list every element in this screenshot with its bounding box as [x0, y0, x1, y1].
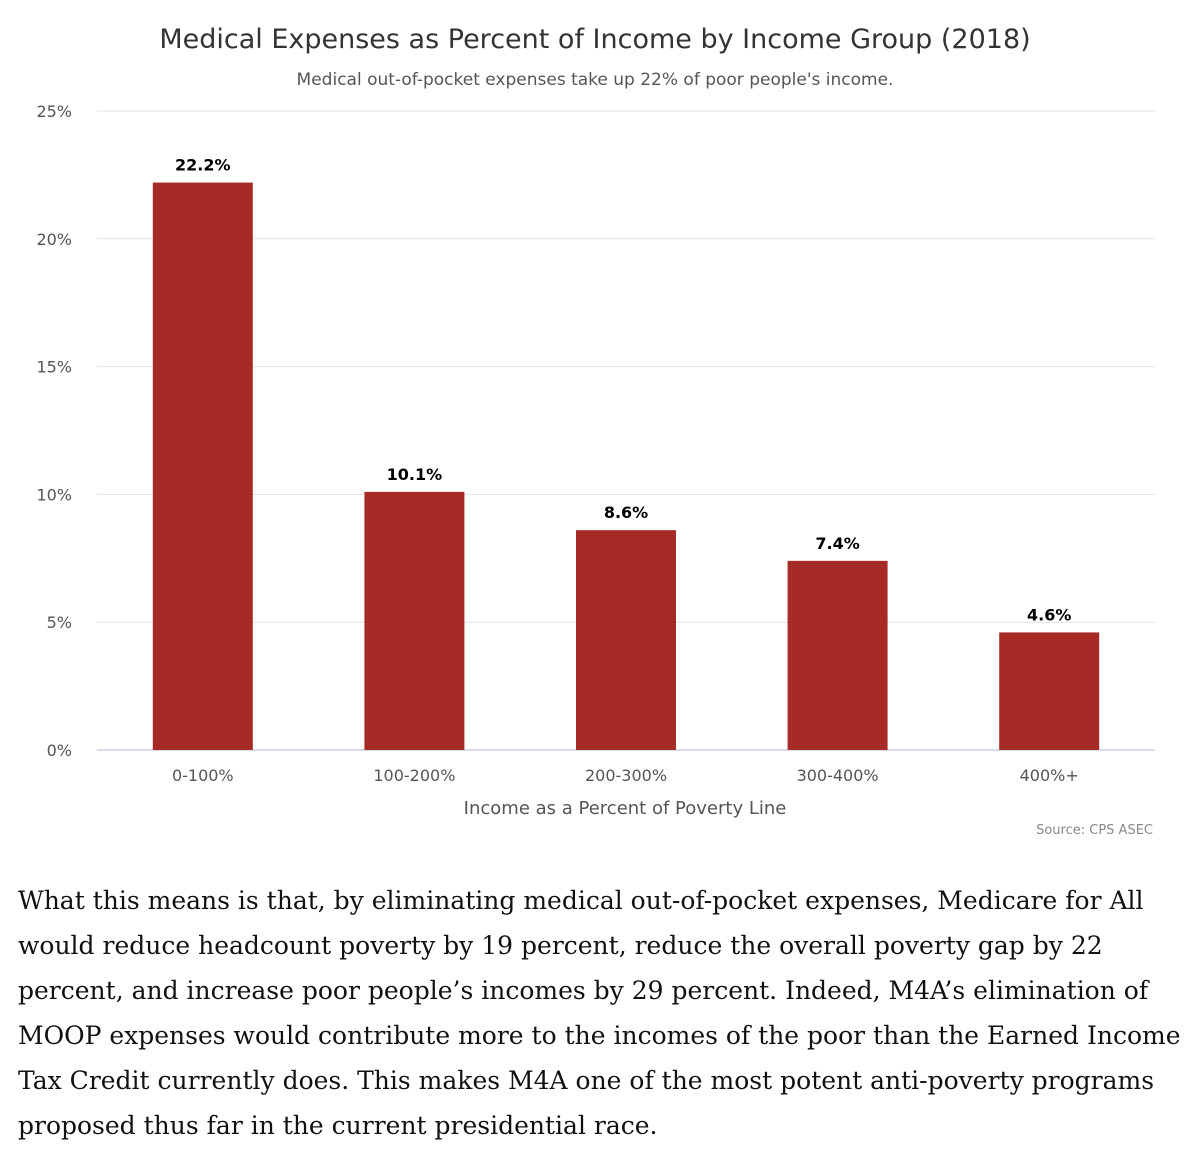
x-axis-ticks: 0-100% 100-200% 200-300% 300-400% 400%+	[172, 766, 1079, 785]
bar-data-label: 7.4%	[815, 534, 859, 553]
data-labels: 22.2% 10.1% 8.6% 7.4% 4.6%	[175, 156, 1071, 625]
x-tick-label: 0-100%	[172, 766, 234, 785]
y-tick-label: 0%	[47, 741, 72, 760]
bar-data-label: 8.6%	[604, 503, 648, 522]
y-tick-label: 10%	[36, 485, 72, 504]
bar	[364, 491, 465, 750]
chart-title: Medical Expenses as Percent of Income by…	[159, 24, 1030, 55]
gridlines	[97, 110, 1155, 751]
y-tick-label: 5%	[47, 613, 72, 632]
bar	[787, 560, 888, 750]
x-tick-label: 200-300%	[585, 766, 667, 785]
y-tick-label: 20%	[36, 230, 72, 249]
x-tick-label: 100-200%	[373, 766, 455, 785]
x-tick-label: 400%+	[1020, 766, 1079, 785]
article-paragraph: What this means is that, by eliminating …	[18, 886, 1181, 1140]
bar-data-label: 10.1%	[387, 465, 443, 484]
bar-data-label: 22.2%	[175, 156, 231, 175]
x-tick-label: 300-400%	[797, 766, 879, 785]
bar-data-label: 4.6%	[1027, 605, 1071, 624]
y-axis-ticks: 0% 5% 10% 15% 20% 25%	[36, 102, 72, 760]
chart-subtitle: Medical out-of-pocket expenses take up 2…	[297, 70, 894, 90]
y-tick-label: 25%	[36, 102, 72, 121]
source-credit: Source: CPS ASEC	[1036, 823, 1153, 838]
bars	[152, 182, 1100, 750]
bar	[576, 530, 676, 750]
bar-chart: Medical Expenses as Percent of Income by…	[36, 24, 1155, 838]
bar	[152, 182, 253, 750]
bar	[999, 632, 1100, 750]
y-tick-label: 15%	[36, 358, 72, 377]
x-axis-title: Income as a Percent of Poverty Line	[464, 798, 787, 819]
